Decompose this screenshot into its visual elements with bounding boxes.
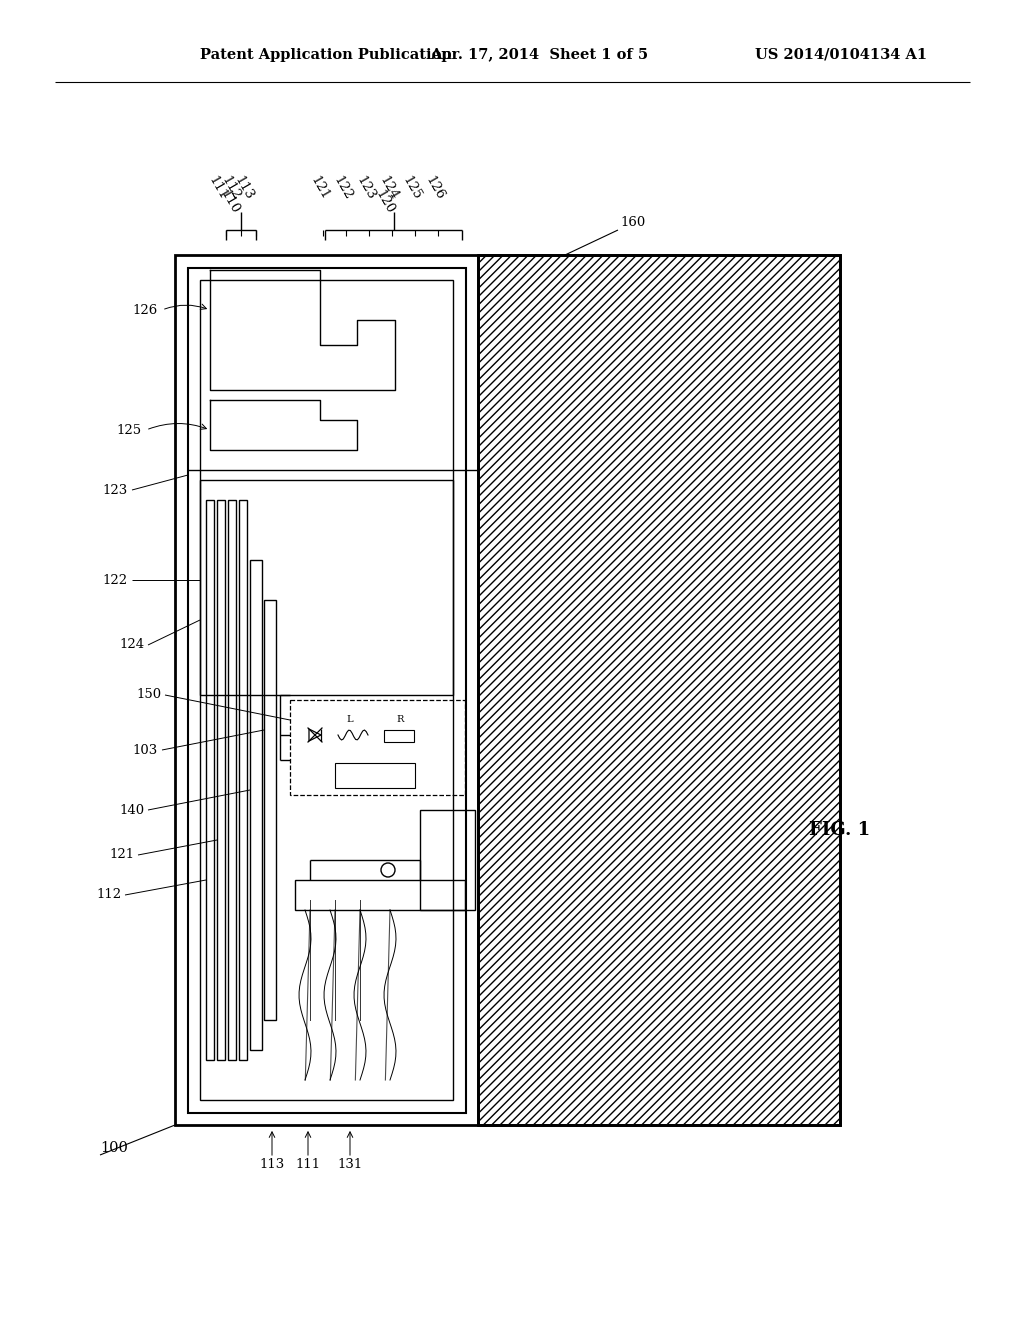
Bar bbox=[290, 700, 465, 795]
Bar bbox=[175, 255, 840, 1125]
Bar bbox=[228, 500, 236, 1060]
Bar bbox=[217, 500, 225, 1060]
Text: 122: 122 bbox=[102, 573, 128, 586]
Bar bbox=[335, 763, 415, 788]
Text: 122: 122 bbox=[331, 174, 355, 202]
Text: 125: 125 bbox=[117, 424, 142, 437]
Text: 125: 125 bbox=[400, 174, 424, 202]
Text: 126: 126 bbox=[423, 174, 446, 202]
Text: R: R bbox=[396, 715, 403, 725]
Text: 103: 103 bbox=[133, 743, 158, 756]
Bar bbox=[200, 280, 453, 1100]
Text: 124: 124 bbox=[377, 174, 401, 202]
Bar bbox=[478, 255, 840, 1125]
Text: 111: 111 bbox=[206, 174, 230, 202]
Text: L: L bbox=[347, 715, 353, 725]
Text: 121: 121 bbox=[308, 174, 332, 202]
Text: Apr. 17, 2014  Sheet 1 of 5: Apr. 17, 2014 Sheet 1 of 5 bbox=[430, 48, 648, 62]
Bar bbox=[384, 730, 414, 742]
Bar bbox=[264, 601, 276, 1020]
Bar bbox=[295, 880, 465, 909]
Text: 126: 126 bbox=[133, 304, 158, 317]
Text: 113: 113 bbox=[232, 174, 256, 202]
Text: 110: 110 bbox=[218, 187, 242, 216]
Text: 112: 112 bbox=[97, 888, 122, 902]
Text: 111: 111 bbox=[296, 1159, 321, 1172]
Bar bbox=[200, 480, 453, 696]
Text: 100: 100 bbox=[100, 1140, 128, 1155]
Bar bbox=[250, 560, 262, 1049]
Text: Patent Application Publication: Patent Application Publication bbox=[200, 48, 452, 62]
Text: 150: 150 bbox=[137, 689, 162, 701]
Text: 113: 113 bbox=[259, 1159, 285, 1172]
Text: FIG. 1: FIG. 1 bbox=[809, 821, 870, 840]
Bar bbox=[206, 500, 214, 1060]
Text: 112: 112 bbox=[219, 174, 243, 202]
Circle shape bbox=[381, 863, 395, 876]
Text: 121: 121 bbox=[110, 849, 135, 862]
Text: 131: 131 bbox=[337, 1159, 362, 1172]
Text: 160: 160 bbox=[620, 216, 645, 230]
Text: 123: 123 bbox=[102, 483, 128, 496]
Text: 140: 140 bbox=[120, 804, 145, 817]
Text: US 2014/0104134 A1: US 2014/0104134 A1 bbox=[755, 48, 927, 62]
Text: 120: 120 bbox=[373, 187, 397, 216]
Bar bbox=[420, 810, 475, 909]
Text: 124: 124 bbox=[120, 639, 145, 652]
Bar bbox=[188, 268, 466, 1113]
Text: 123: 123 bbox=[354, 174, 378, 202]
Bar bbox=[239, 500, 247, 1060]
